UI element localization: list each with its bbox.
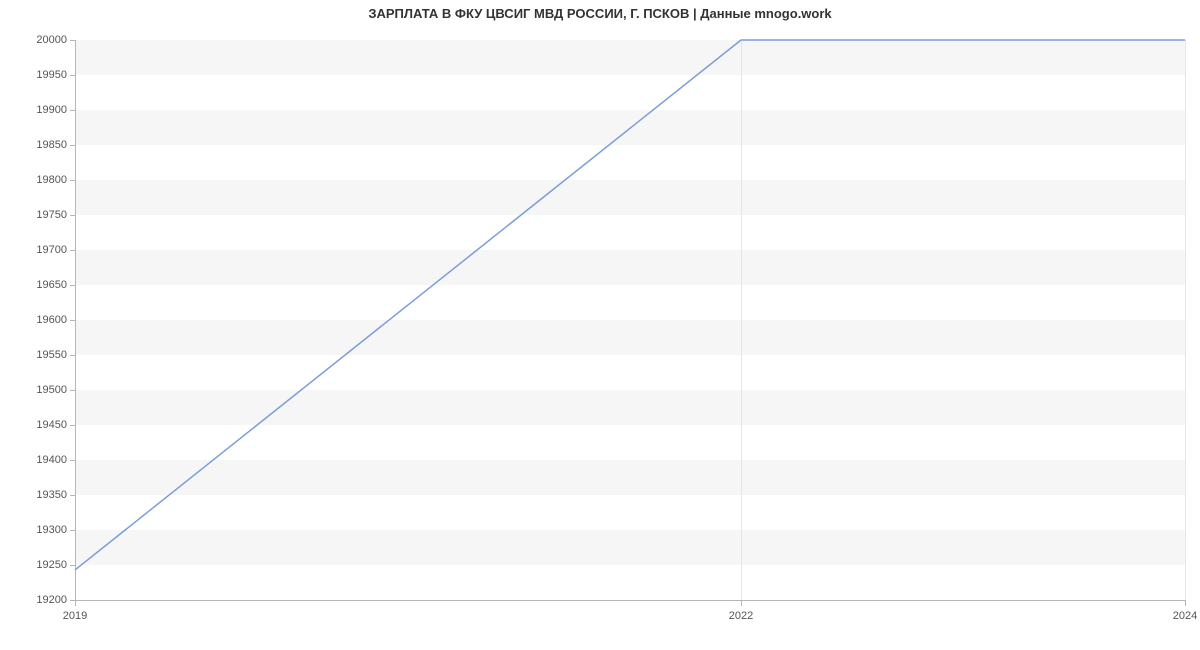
x-axis-line xyxy=(75,600,1185,601)
y-tick-label: 19850 xyxy=(25,139,67,151)
salary-chart: ЗАРПЛАТА В ФКУ ЦВСИГ МВД РОССИИ, Г. ПСКО… xyxy=(0,0,1200,650)
y-tick-label: 19350 xyxy=(25,489,67,501)
y-tick-label: 20000 xyxy=(25,34,67,46)
x-tick-mark xyxy=(1185,600,1186,606)
chart-title: ЗАРПЛАТА В ФКУ ЦВСИГ МВД РОССИИ, Г. ПСКО… xyxy=(0,6,1200,21)
plot-area: 1920019250193001935019400194501950019550… xyxy=(75,40,1185,600)
line-series xyxy=(75,40,1185,600)
y-tick-label: 19900 xyxy=(25,104,67,116)
x-gridline xyxy=(1185,40,1186,600)
x-tick-label: 2022 xyxy=(729,610,753,622)
y-tick-label: 19400 xyxy=(25,454,67,466)
y-tick-label: 19650 xyxy=(25,279,67,291)
y-tick-label: 19750 xyxy=(25,209,67,221)
y-tick-label: 19950 xyxy=(25,69,67,81)
y-tick-label: 19800 xyxy=(25,174,67,186)
y-tick-label: 19600 xyxy=(25,314,67,326)
y-tick-label: 19550 xyxy=(25,349,67,361)
y-tick-label: 19200 xyxy=(25,594,67,606)
y-tick-label: 19300 xyxy=(25,524,67,536)
x-tick-label: 2024 xyxy=(1173,610,1197,622)
y-tick-label: 19700 xyxy=(25,244,67,256)
y-tick-label: 19450 xyxy=(25,419,67,431)
y-tick-label: 19500 xyxy=(25,384,67,396)
x-tick-label: 2019 xyxy=(63,610,87,622)
y-tick-label: 19250 xyxy=(25,559,67,571)
